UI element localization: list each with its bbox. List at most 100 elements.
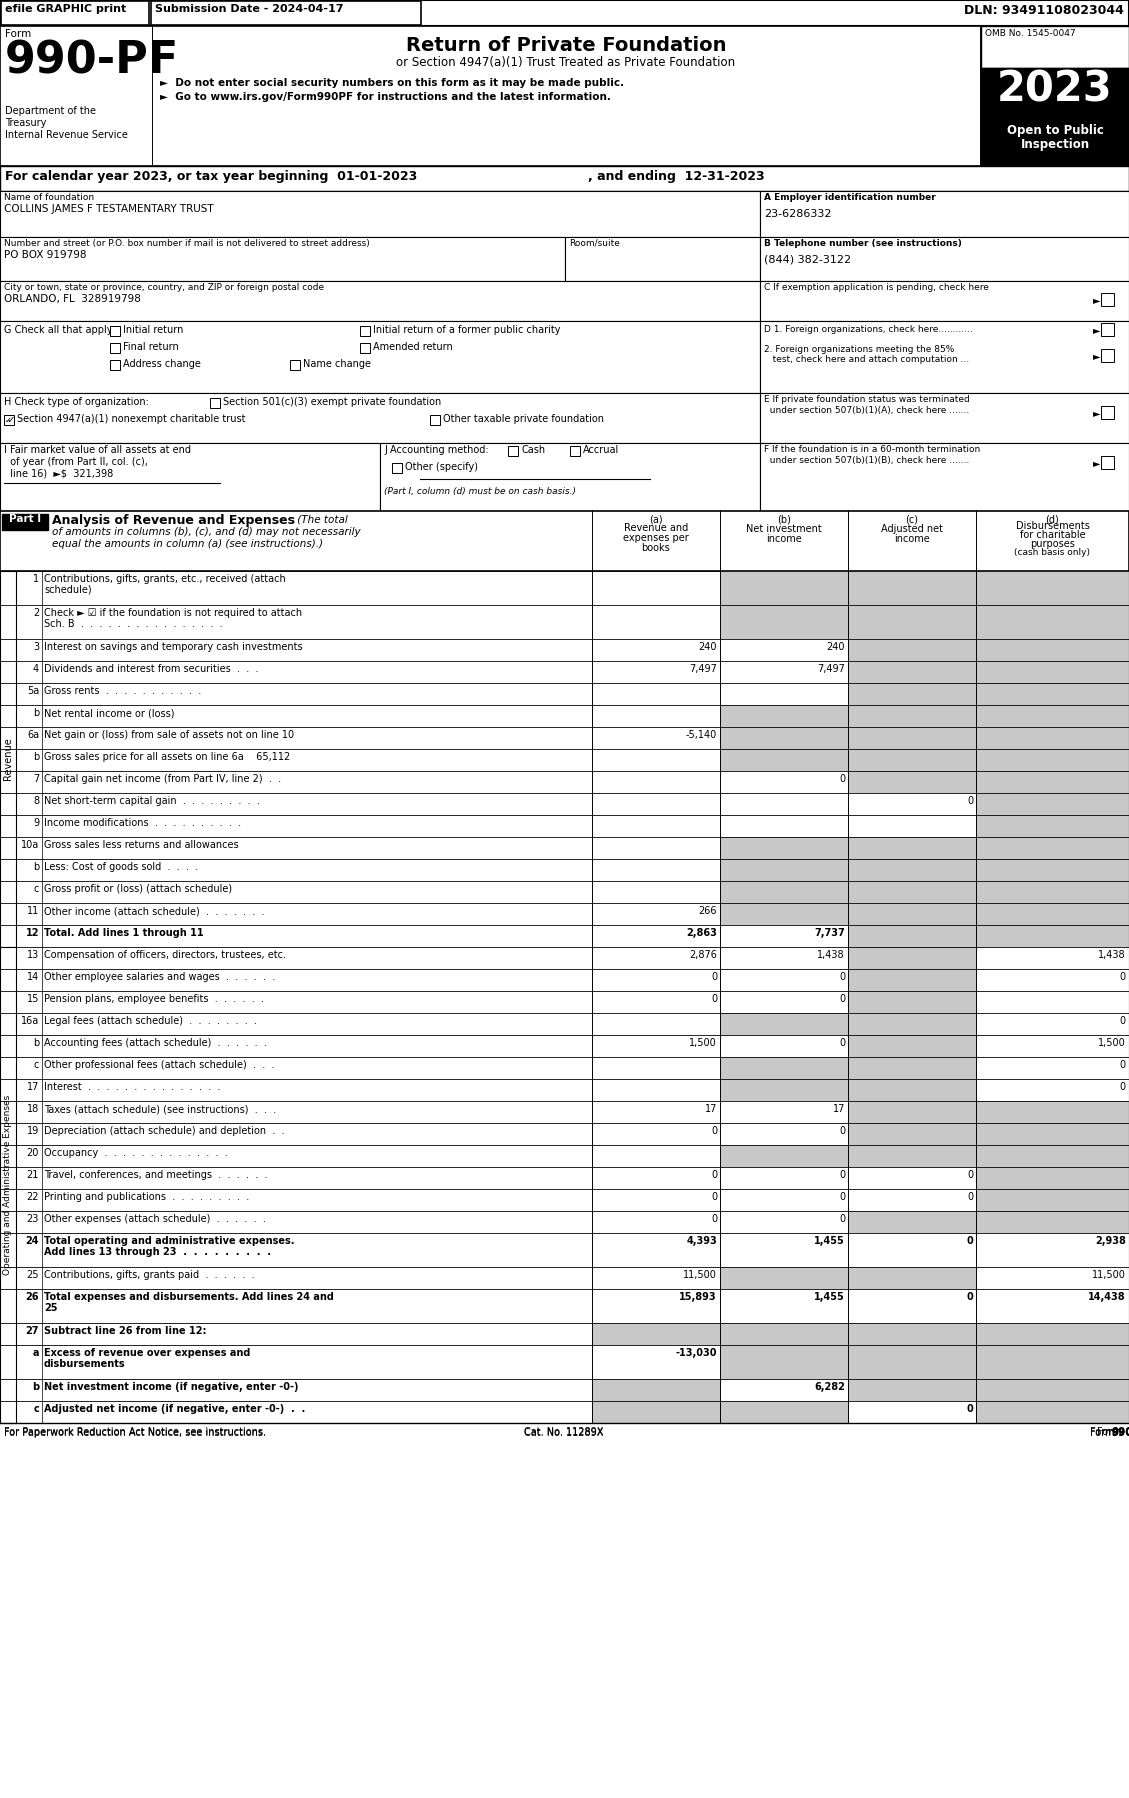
Bar xyxy=(848,881,975,903)
Text: Subtract line 26 from line 12:: Subtract line 26 from line 12: xyxy=(44,1325,207,1336)
Text: Internal Revenue Service: Internal Revenue Service xyxy=(5,129,128,140)
Text: 15,893: 15,893 xyxy=(680,1293,717,1302)
Bar xyxy=(110,360,120,370)
Text: Revenue: Revenue xyxy=(3,737,14,780)
Text: Accounting fees (attach schedule)  .  .  .  .  .  .: Accounting fees (attach schedule) . . . … xyxy=(44,1037,266,1048)
Text: Revenue and: Revenue and xyxy=(624,523,688,532)
Bar xyxy=(848,1379,975,1401)
Bar xyxy=(975,924,1129,948)
Text: Net short-term capital gain  .  .  .  .  .  .  .  .  .: Net short-term capital gain . . . . . . … xyxy=(44,797,260,806)
Text: of year (from Part II, col. (c),: of year (from Part II, col. (c), xyxy=(5,457,148,467)
Text: Analysis of Revenue and Expenses: Analysis of Revenue and Expenses xyxy=(52,514,295,527)
Bar xyxy=(0,165,1129,191)
Text: 19: 19 xyxy=(27,1126,40,1136)
Text: 1,500: 1,500 xyxy=(689,1037,717,1048)
Text: Other expenses (attach schedule)  .  .  .  .  .  .: Other expenses (attach schedule) . . . .… xyxy=(44,1214,265,1224)
Text: Total. Add lines 1 through 11: Total. Add lines 1 through 11 xyxy=(44,928,203,939)
Bar xyxy=(975,1345,1129,1379)
Text: PO BOX 919798: PO BOX 919798 xyxy=(5,250,87,261)
Text: Less: Cost of goods sold  .  .  .  .: Less: Cost of goods sold . . . . xyxy=(44,861,199,872)
Text: For Paperwork Reduction Act Notice, see instructions.: For Paperwork Reduction Act Notice, see … xyxy=(5,1428,266,1438)
Text: Pension plans, employee benefits  .  .  .  .  .  .: Pension plans, employee benefits . . . .… xyxy=(44,994,264,1003)
Text: 0: 0 xyxy=(966,1235,973,1246)
Text: Final return: Final return xyxy=(123,342,178,352)
Bar xyxy=(975,572,1129,604)
Text: 11: 11 xyxy=(27,906,40,915)
Text: 990-PF: 990-PF xyxy=(1112,1428,1129,1438)
Text: c: c xyxy=(34,885,40,894)
Text: 20: 20 xyxy=(27,1147,40,1158)
Bar xyxy=(0,0,1129,25)
Text: b: b xyxy=(32,1383,40,1392)
Bar xyxy=(848,948,975,969)
Text: 17: 17 xyxy=(832,1104,844,1115)
Text: , and ending  12-31-2023: , and ending 12-31-2023 xyxy=(588,171,764,183)
Text: Form: Form xyxy=(5,29,32,40)
Text: 7,737: 7,737 xyxy=(814,928,844,939)
Text: Cash: Cash xyxy=(520,444,545,455)
Bar xyxy=(1101,406,1114,419)
Bar xyxy=(848,662,975,683)
Text: under section 507(b)(1)(B), check here .......: under section 507(b)(1)(B), check here .… xyxy=(764,457,970,466)
Text: 27: 27 xyxy=(26,1325,40,1336)
Text: Total expenses and disbursements. Add lines 24 and: Total expenses and disbursements. Add li… xyxy=(44,1293,334,1302)
Bar xyxy=(975,726,1129,750)
Bar xyxy=(848,1345,975,1379)
Text: Gross rents  .  .  .  .  .  .  .  .  .  .  .: Gross rents . . . . . . . . . . . xyxy=(44,687,201,696)
Bar xyxy=(975,638,1129,662)
Text: 0: 0 xyxy=(711,1192,717,1203)
Text: 4: 4 xyxy=(33,663,40,674)
Bar xyxy=(975,1188,1129,1212)
Text: OMB No. 1545-0047: OMB No. 1545-0047 xyxy=(984,29,1076,38)
Text: Form: Form xyxy=(1089,1428,1118,1438)
Bar xyxy=(975,814,1129,838)
Text: 0: 0 xyxy=(966,1192,973,1203)
Text: expenses per: expenses per xyxy=(623,532,689,543)
Bar xyxy=(5,415,14,424)
Text: 2,863: 2,863 xyxy=(686,928,717,939)
Text: 17: 17 xyxy=(704,1104,717,1115)
Bar xyxy=(848,1145,975,1167)
Bar xyxy=(848,1268,975,1289)
Bar xyxy=(0,25,1129,165)
Bar xyxy=(848,924,975,948)
Bar xyxy=(1101,293,1114,306)
Bar xyxy=(848,572,975,604)
Bar xyxy=(975,683,1129,705)
Bar xyxy=(592,1379,720,1401)
Text: 11,500: 11,500 xyxy=(683,1269,717,1280)
Bar xyxy=(210,397,220,408)
Bar xyxy=(975,838,1129,859)
Text: Department of the: Department of the xyxy=(5,106,96,117)
Text: Form: Form xyxy=(1097,1428,1124,1437)
Text: 0: 0 xyxy=(839,1037,844,1048)
Text: Other income (attach schedule)  .  .  .  .  .  .  .: Other income (attach schedule) . . . . .… xyxy=(44,906,264,915)
Text: ►: ► xyxy=(1093,325,1101,334)
Text: Part I: Part I xyxy=(9,514,41,523)
Text: (b): (b) xyxy=(777,514,791,523)
Bar xyxy=(360,325,370,336)
Text: 9: 9 xyxy=(33,818,40,829)
Text: Submission Date - 2024-04-17: Submission Date - 2024-04-17 xyxy=(155,4,343,14)
Text: test, check here and attach computation ...: test, check here and attach computation … xyxy=(764,354,970,363)
Text: 24: 24 xyxy=(26,1235,40,1246)
Text: 240: 240 xyxy=(826,642,844,653)
Text: Compensation of officers, directors, trustees, etc.: Compensation of officers, directors, tru… xyxy=(44,949,286,960)
Bar xyxy=(981,25,1129,68)
Text: Address change: Address change xyxy=(123,360,201,369)
Text: 11,500: 11,500 xyxy=(1092,1269,1126,1280)
Bar xyxy=(720,1323,848,1345)
Text: Contributions, gifts, grants paid  .  .  .  .  .  .: Contributions, gifts, grants paid . . . … xyxy=(44,1269,255,1280)
Text: 15: 15 xyxy=(27,994,40,1003)
Text: Income modifications  .  .  .  .  .  .  .  .  .  .: Income modifications . . . . . . . . . . xyxy=(44,818,242,829)
Text: Other taxable private foundation: Other taxable private foundation xyxy=(443,414,604,424)
Text: 14,438: 14,438 xyxy=(1088,1293,1126,1302)
Text: 1,455: 1,455 xyxy=(814,1293,844,1302)
Bar xyxy=(151,2,421,25)
Bar xyxy=(848,750,975,771)
Text: 0: 0 xyxy=(711,994,717,1003)
Text: line 16)  ►$  321,398: line 16) ►$ 321,398 xyxy=(5,469,113,478)
Text: Net investment income (if negative, enter -0-): Net investment income (if negative, ente… xyxy=(44,1383,298,1392)
Text: 0: 0 xyxy=(839,994,844,1003)
Bar xyxy=(720,881,848,903)
